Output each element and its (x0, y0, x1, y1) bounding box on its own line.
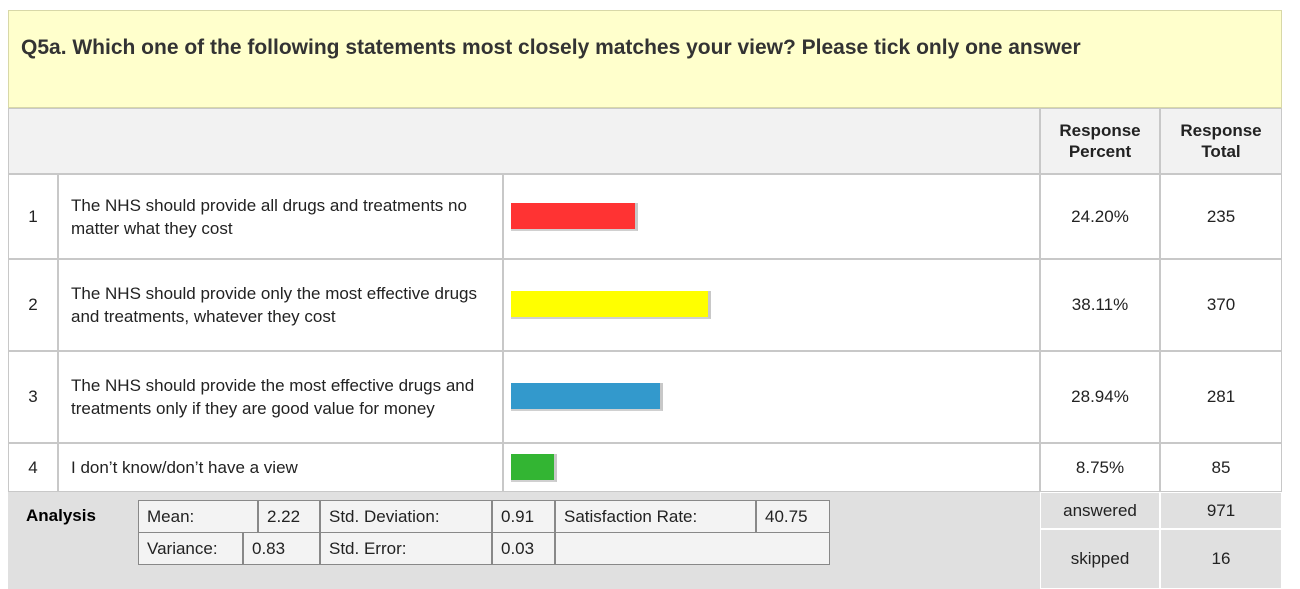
row-number: 4 (8, 443, 58, 492)
row-total: 235 (1160, 174, 1282, 259)
row-number: 1 (8, 174, 58, 259)
stat-value: 40.75 (756, 500, 830, 533)
analysis-label: Analysis (26, 506, 96, 525)
skipped-label: skipped (1040, 529, 1160, 589)
question-header: Q5a. Which one of the following statemen… (8, 10, 1282, 108)
bar (511, 383, 663, 411)
bar-cell (503, 174, 1040, 259)
row-text: I don’t know/don’t have a view (58, 443, 503, 492)
bar (511, 291, 712, 319)
stat-blank (555, 532, 830, 565)
bar (511, 453, 557, 482)
header-percent: Response Percent (1040, 108, 1160, 174)
row-percent: 24.20% (1040, 174, 1160, 259)
row-number: 3 (8, 351, 58, 443)
row-text: The NHS should provide all drugs and tre… (58, 174, 503, 259)
row-text: The NHS should provide only the most eff… (58, 259, 503, 351)
row-percent: 28.94% (1040, 351, 1160, 443)
row-total: 85 (1160, 443, 1282, 492)
question-title: Q5a. Which one of the following statemen… (21, 36, 1081, 59)
skipped-value: 16 (1160, 529, 1282, 589)
stat-value: 0.83 (243, 532, 320, 565)
stat-label: Variance: (138, 532, 243, 565)
row-total: 370 (1160, 259, 1282, 351)
stat-value: 2.22 (258, 500, 320, 533)
stat-value: 0.91 (492, 500, 555, 533)
bar-cell (503, 443, 1040, 492)
bar (511, 202, 639, 231)
row-percent: 38.11% (1040, 259, 1160, 351)
stat-label: Satisfaction Rate: (555, 500, 756, 533)
stat-value: 0.03 (492, 532, 555, 565)
answered-value: 971 (1160, 492, 1282, 529)
stat-label: Mean: (138, 500, 258, 533)
bar-cell (503, 351, 1040, 443)
row-percent: 8.75% (1040, 443, 1160, 492)
row-text: The NHS should provide the most effectiv… (58, 351, 503, 443)
header-total: Response Total (1160, 108, 1282, 174)
header-blank (8, 108, 1040, 174)
answered-label: answered (1040, 492, 1160, 529)
row-number: 2 (8, 259, 58, 351)
bar-cell (503, 259, 1040, 351)
row-total: 281 (1160, 351, 1282, 443)
stat-label: Std. Deviation: (320, 500, 492, 533)
stat-label: Std. Error: (320, 532, 492, 565)
